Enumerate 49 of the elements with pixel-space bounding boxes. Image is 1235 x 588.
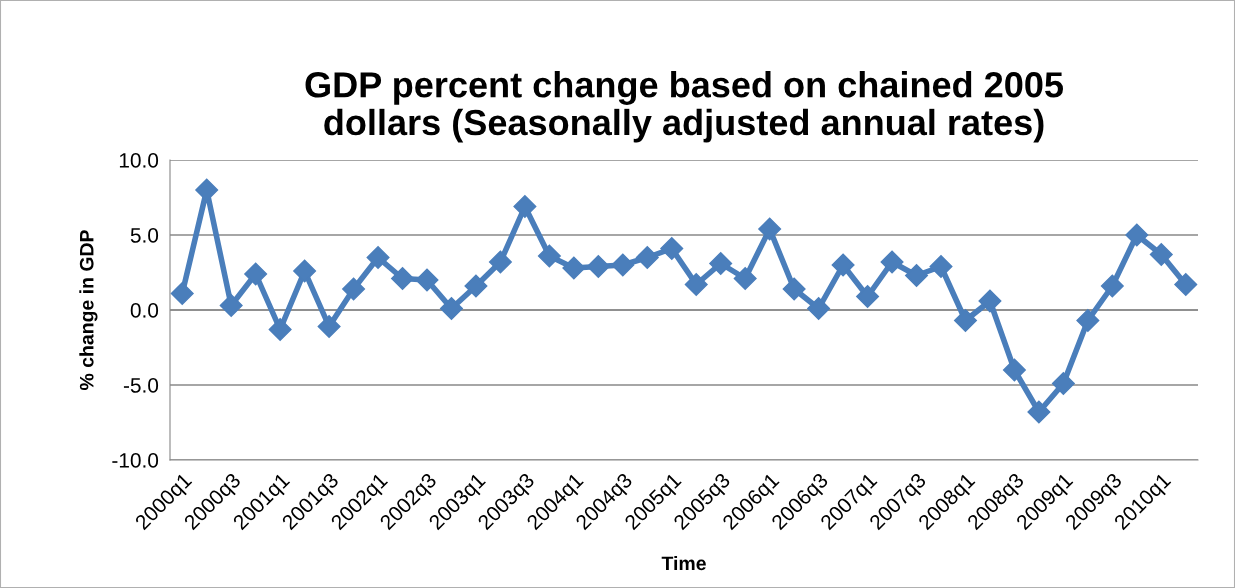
point — [880, 250, 904, 274]
point — [1076, 309, 1100, 332]
y-tick-label: 10.0 — [119, 153, 159, 168]
point — [293, 259, 317, 283]
point — [1174, 273, 1198, 296]
point — [170, 282, 194, 305]
point — [929, 255, 953, 278]
y-axis-title: % change in GDP — [79, 230, 98, 391]
point — [244, 262, 268, 286]
point — [366, 246, 390, 269]
point — [611, 253, 635, 277]
point — [1149, 243, 1173, 266]
y-tick-label: 0.0 — [130, 303, 159, 318]
point — [391, 267, 415, 290]
point — [219, 294, 243, 317]
y-tick-label: -10.0 — [112, 453, 159, 468]
point — [635, 246, 659, 269]
point — [905, 264, 929, 287]
point — [439, 297, 463, 320]
point — [709, 252, 733, 275]
chart-title: GDP percent change based on chained 2005 dollars (Seasonally adjusted annual rates) — [305, 71, 1063, 143]
point — [1100, 274, 1124, 298]
x-axis-title: Time — [661, 555, 706, 571]
point — [268, 318, 292, 341]
point — [1125, 223, 1149, 247]
point — [733, 267, 757, 290]
y-tick-label: 5.0 — [130, 228, 159, 243]
point — [562, 256, 586, 280]
point — [831, 253, 855, 277]
point — [415, 268, 439, 292]
point — [758, 217, 782, 241]
point — [342, 277, 366, 301]
point — [513, 195, 537, 218]
point — [953, 309, 977, 332]
y-tick-label: -5.0 — [123, 378, 159, 393]
point — [488, 250, 512, 274]
point — [1051, 372, 1075, 395]
point — [684, 273, 708, 296]
point — [782, 277, 806, 301]
point — [1002, 358, 1026, 382]
point — [807, 297, 831, 320]
point — [1027, 400, 1051, 424]
point — [464, 274, 488, 298]
point — [586, 255, 610, 278]
point — [856, 285, 880, 308]
point — [660, 237, 684, 260]
point — [317, 315, 341, 338]
point — [978, 289, 1002, 313]
point — [537, 244, 561, 268]
